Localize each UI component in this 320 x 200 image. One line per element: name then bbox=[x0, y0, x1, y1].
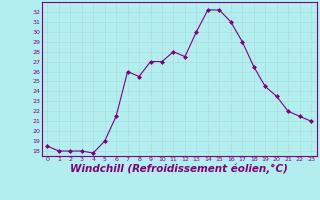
X-axis label: Windchill (Refroidissement éolien,°C): Windchill (Refroidissement éolien,°C) bbox=[70, 164, 288, 174]
